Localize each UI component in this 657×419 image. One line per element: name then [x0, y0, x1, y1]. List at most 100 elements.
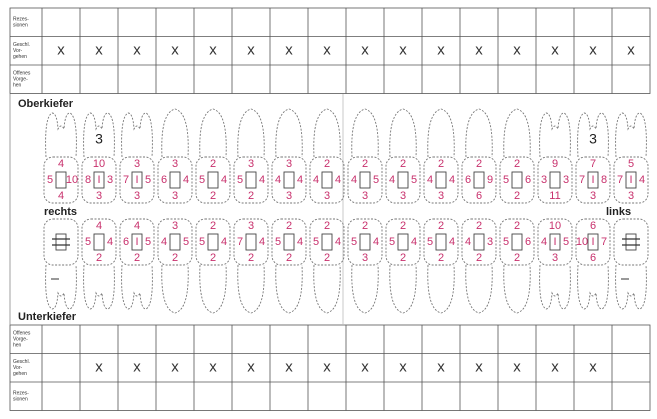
finding-bottom: 3	[96, 190, 102, 202]
cross-mark: x	[437, 359, 445, 376]
finding-right: 4	[449, 174, 455, 186]
finding-left: 5	[503, 174, 509, 186]
finding-bottom: 2	[210, 252, 216, 264]
tooth-root	[46, 113, 77, 157]
finding-top: 2	[286, 220, 292, 232]
tooth-surface	[208, 172, 218, 188]
finding-right: 4	[335, 236, 341, 248]
tooth-root	[276, 109, 302, 157]
finding-left: 4	[313, 174, 319, 186]
finding-bottom: 2	[400, 252, 406, 264]
finding-left: 5	[199, 236, 205, 248]
finding-bottom: 2	[172, 252, 178, 264]
finding-bottom: 2	[210, 190, 216, 202]
tooth-root	[466, 109, 492, 157]
finding-bottom: 3	[172, 190, 178, 202]
finding-left: 7	[617, 174, 623, 186]
tooth-surface	[170, 172, 180, 188]
finding-top: 4	[134, 220, 140, 232]
tooth-surface	[398, 234, 408, 250]
tooth-surface	[550, 172, 560, 188]
finding-top: 2	[362, 220, 368, 232]
cross-mark: x	[133, 42, 141, 59]
cross-mark: x	[171, 42, 179, 59]
finding-left: 4	[427, 174, 433, 186]
finding-left: 6	[123, 236, 129, 248]
finding-top: 9	[552, 158, 558, 170]
cross-mark: x	[323, 42, 331, 59]
finding-bottom: 3	[362, 252, 368, 264]
tooth-surface	[436, 172, 446, 188]
finding-top: 2	[514, 158, 520, 170]
finding-left: 5	[47, 174, 53, 186]
finding-top: 2	[210, 158, 216, 170]
finding-bottom: 3	[286, 190, 292, 202]
note: 3	[95, 131, 103, 147]
cross-mark: x	[57, 42, 65, 59]
cross-mark: x	[247, 42, 255, 59]
finding-left: 4	[351, 174, 357, 186]
tooth-surface	[398, 172, 408, 188]
jaw-label: Oberkiefer	[18, 98, 74, 110]
finding-bottom: 4	[58, 190, 64, 202]
finding-right: 8	[601, 174, 607, 186]
finding-top: 2	[438, 158, 444, 170]
finding-left: 5	[313, 236, 319, 248]
finding-top: 4	[96, 220, 102, 232]
finding-top: 3	[134, 158, 140, 170]
finding-right: 4	[335, 174, 341, 186]
tooth-root	[276, 265, 302, 313]
note: 3	[589, 131, 597, 147]
cross-mark: x	[323, 359, 331, 376]
finding-left: 5	[427, 236, 433, 248]
cross-mark: x	[95, 42, 103, 59]
row-label: sionen	[13, 397, 28, 403]
finding-top: 2	[400, 158, 406, 170]
finding-left: 6	[161, 174, 167, 186]
finding-left: 4	[161, 236, 167, 248]
finding-top: 10	[93, 158, 105, 170]
finding-bottom: 2	[514, 190, 520, 202]
finding-bottom: 3	[438, 190, 444, 202]
cross-mark: x	[133, 359, 141, 376]
tooth-surface	[94, 234, 104, 250]
tooth-root	[200, 265, 226, 313]
finding-right: 5	[563, 236, 569, 248]
tooth-root	[504, 265, 530, 313]
tooth-root	[162, 265, 188, 313]
finding-right: 5	[145, 174, 151, 186]
finding-right: 5	[373, 174, 379, 186]
finding-bottom: 2	[96, 252, 102, 264]
finding-left: 8	[85, 174, 91, 186]
tooth-surface	[360, 172, 370, 188]
finding-center: I	[591, 236, 594, 248]
finding-top: 2	[362, 158, 368, 170]
finding-right: 4	[297, 236, 303, 248]
finding-top: 2	[400, 220, 406, 232]
tooth-surface	[170, 234, 180, 250]
finding-right: 4	[639, 174, 645, 186]
finding-left: 5	[85, 236, 91, 248]
side-label: rechts	[44, 206, 77, 218]
tooth-surface	[322, 172, 332, 188]
finding-left: 4	[465, 236, 471, 248]
finding-top: 2	[514, 220, 520, 232]
tooth-root	[390, 265, 416, 313]
tooth-surface	[246, 172, 256, 188]
tooth-surface	[284, 234, 294, 250]
finding-left: 4	[541, 236, 547, 248]
finding-top: 3	[172, 220, 178, 232]
tooth-root	[428, 109, 454, 157]
finding-right: 4	[259, 174, 265, 186]
finding-top: 4	[58, 158, 64, 170]
finding-center: I	[629, 174, 632, 186]
tooth-root	[616, 113, 647, 157]
finding-center: I	[591, 174, 594, 186]
cross-mark: x	[171, 359, 179, 376]
finding-right: 4	[183, 174, 189, 186]
finding-right: 5	[183, 236, 189, 248]
finding-top: 2	[476, 220, 482, 232]
tooth-root	[352, 265, 378, 313]
cross-mark: x	[475, 359, 483, 376]
tooth-root	[238, 109, 264, 157]
